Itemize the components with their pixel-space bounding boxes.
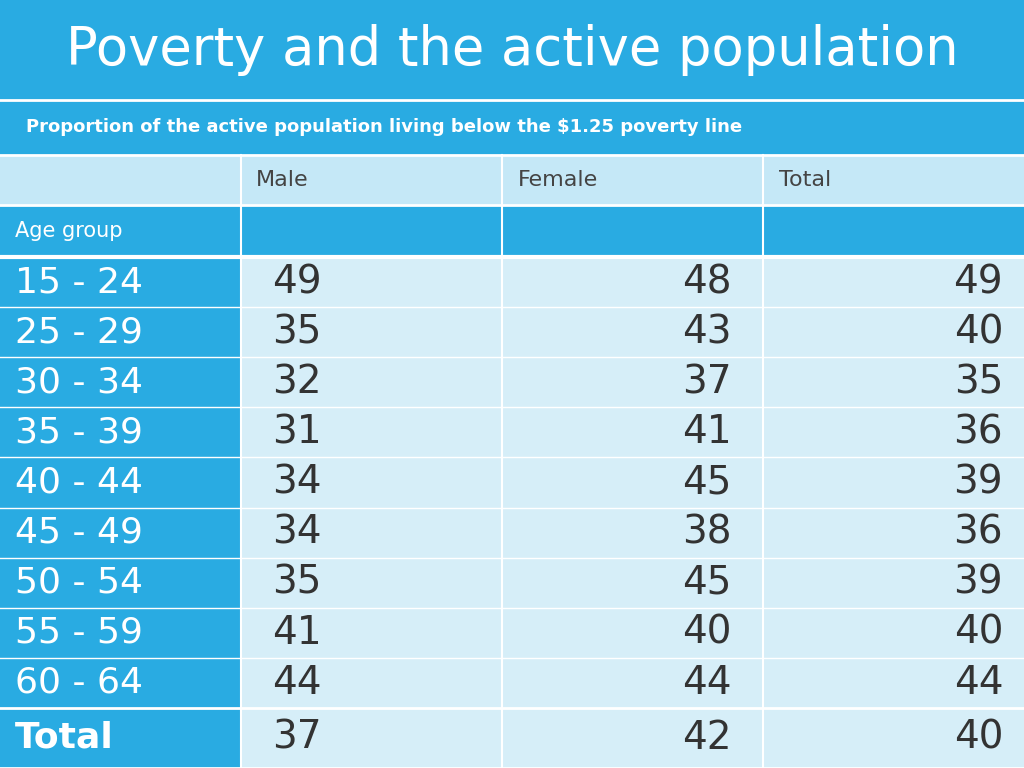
Bar	[502, 558, 763, 607]
Bar	[0, 458, 241, 508]
Text: 40: 40	[682, 614, 731, 652]
Text: 40: 40	[953, 719, 1004, 757]
Text: 38: 38	[682, 514, 731, 551]
Bar	[763, 607, 1024, 658]
Text: 37: 37	[682, 363, 731, 401]
Text: 39: 39	[953, 464, 1004, 502]
Text: 44: 44	[272, 664, 322, 702]
Bar	[763, 307, 1024, 357]
Text: Total: Total	[778, 170, 830, 190]
Text: 35: 35	[953, 363, 1004, 401]
Bar	[0, 508, 241, 558]
Text: 36: 36	[953, 514, 1004, 551]
Bar	[0, 558, 241, 607]
Text: 35 - 39: 35 - 39	[15, 415, 143, 449]
Text: 60 - 64: 60 - 64	[15, 666, 143, 700]
Bar	[0, 658, 241, 708]
Bar	[763, 257, 1024, 307]
Text: 40: 40	[953, 614, 1004, 652]
Text: 49: 49	[953, 263, 1004, 301]
Bar	[241, 458, 502, 508]
Text: 40 - 44: 40 - 44	[15, 465, 143, 499]
Text: 45: 45	[682, 564, 731, 601]
Bar	[502, 357, 763, 407]
Bar	[0, 357, 241, 407]
Text: 34: 34	[272, 464, 322, 502]
Bar	[763, 558, 1024, 607]
Bar	[763, 508, 1024, 558]
Text: 34: 34	[272, 514, 322, 551]
Text: 41: 41	[272, 614, 322, 652]
Bar	[241, 607, 502, 658]
Text: 40: 40	[953, 313, 1004, 351]
Bar	[502, 257, 763, 307]
Text: Age group: Age group	[15, 221, 123, 241]
Text: 50 - 54: 50 - 54	[15, 566, 143, 600]
Bar	[0, 708, 241, 768]
Text: 48: 48	[682, 263, 731, 301]
Bar	[241, 508, 502, 558]
Bar	[0, 205, 1024, 257]
Bar	[0, 307, 241, 357]
Bar	[0, 0, 1024, 100]
Text: 25 - 29: 25 - 29	[15, 315, 143, 349]
Text: Total: Total	[15, 721, 114, 755]
Text: 45: 45	[682, 464, 731, 502]
Text: Poverty and the active population: Poverty and the active population	[66, 24, 958, 76]
Bar	[763, 407, 1024, 458]
Bar	[241, 357, 502, 407]
Bar	[241, 307, 502, 357]
Text: 43: 43	[682, 313, 731, 351]
Bar	[502, 708, 763, 768]
Bar	[0, 407, 241, 458]
Text: 32: 32	[272, 363, 322, 401]
Text: 37: 37	[272, 719, 322, 757]
Text: 15 - 24: 15 - 24	[15, 265, 143, 299]
Bar	[502, 307, 763, 357]
Bar	[241, 558, 502, 607]
Text: 35: 35	[272, 564, 322, 601]
Bar	[502, 607, 763, 658]
Text: 30 - 34: 30 - 34	[15, 366, 143, 399]
Text: 39: 39	[953, 564, 1004, 601]
Bar	[502, 407, 763, 458]
Text: 42: 42	[682, 719, 731, 757]
Text: 36: 36	[953, 413, 1004, 452]
Bar	[241, 257, 502, 307]
Bar	[241, 708, 502, 768]
Text: 44: 44	[682, 664, 731, 702]
Bar	[0, 257, 241, 307]
Bar	[502, 458, 763, 508]
Text: 44: 44	[953, 664, 1004, 702]
Text: 49: 49	[272, 263, 322, 301]
Bar	[763, 458, 1024, 508]
Text: Proportion of the active population living below the $1.25 poverty line: Proportion of the active population livi…	[26, 118, 741, 137]
Bar	[0, 155, 1024, 205]
Bar	[763, 658, 1024, 708]
Text: Female: Female	[517, 170, 598, 190]
Text: 41: 41	[682, 413, 731, 452]
Bar	[502, 658, 763, 708]
Text: Male: Male	[256, 170, 309, 190]
Bar	[763, 708, 1024, 768]
Text: 45 - 49: 45 - 49	[15, 515, 143, 550]
Bar	[502, 508, 763, 558]
Bar	[241, 407, 502, 458]
Text: 35: 35	[272, 313, 322, 351]
Text: 55 - 59: 55 - 59	[15, 616, 143, 650]
Bar	[763, 357, 1024, 407]
Bar	[0, 100, 1024, 155]
Bar	[0, 607, 241, 658]
Bar	[241, 658, 502, 708]
Text: 31: 31	[272, 413, 322, 452]
